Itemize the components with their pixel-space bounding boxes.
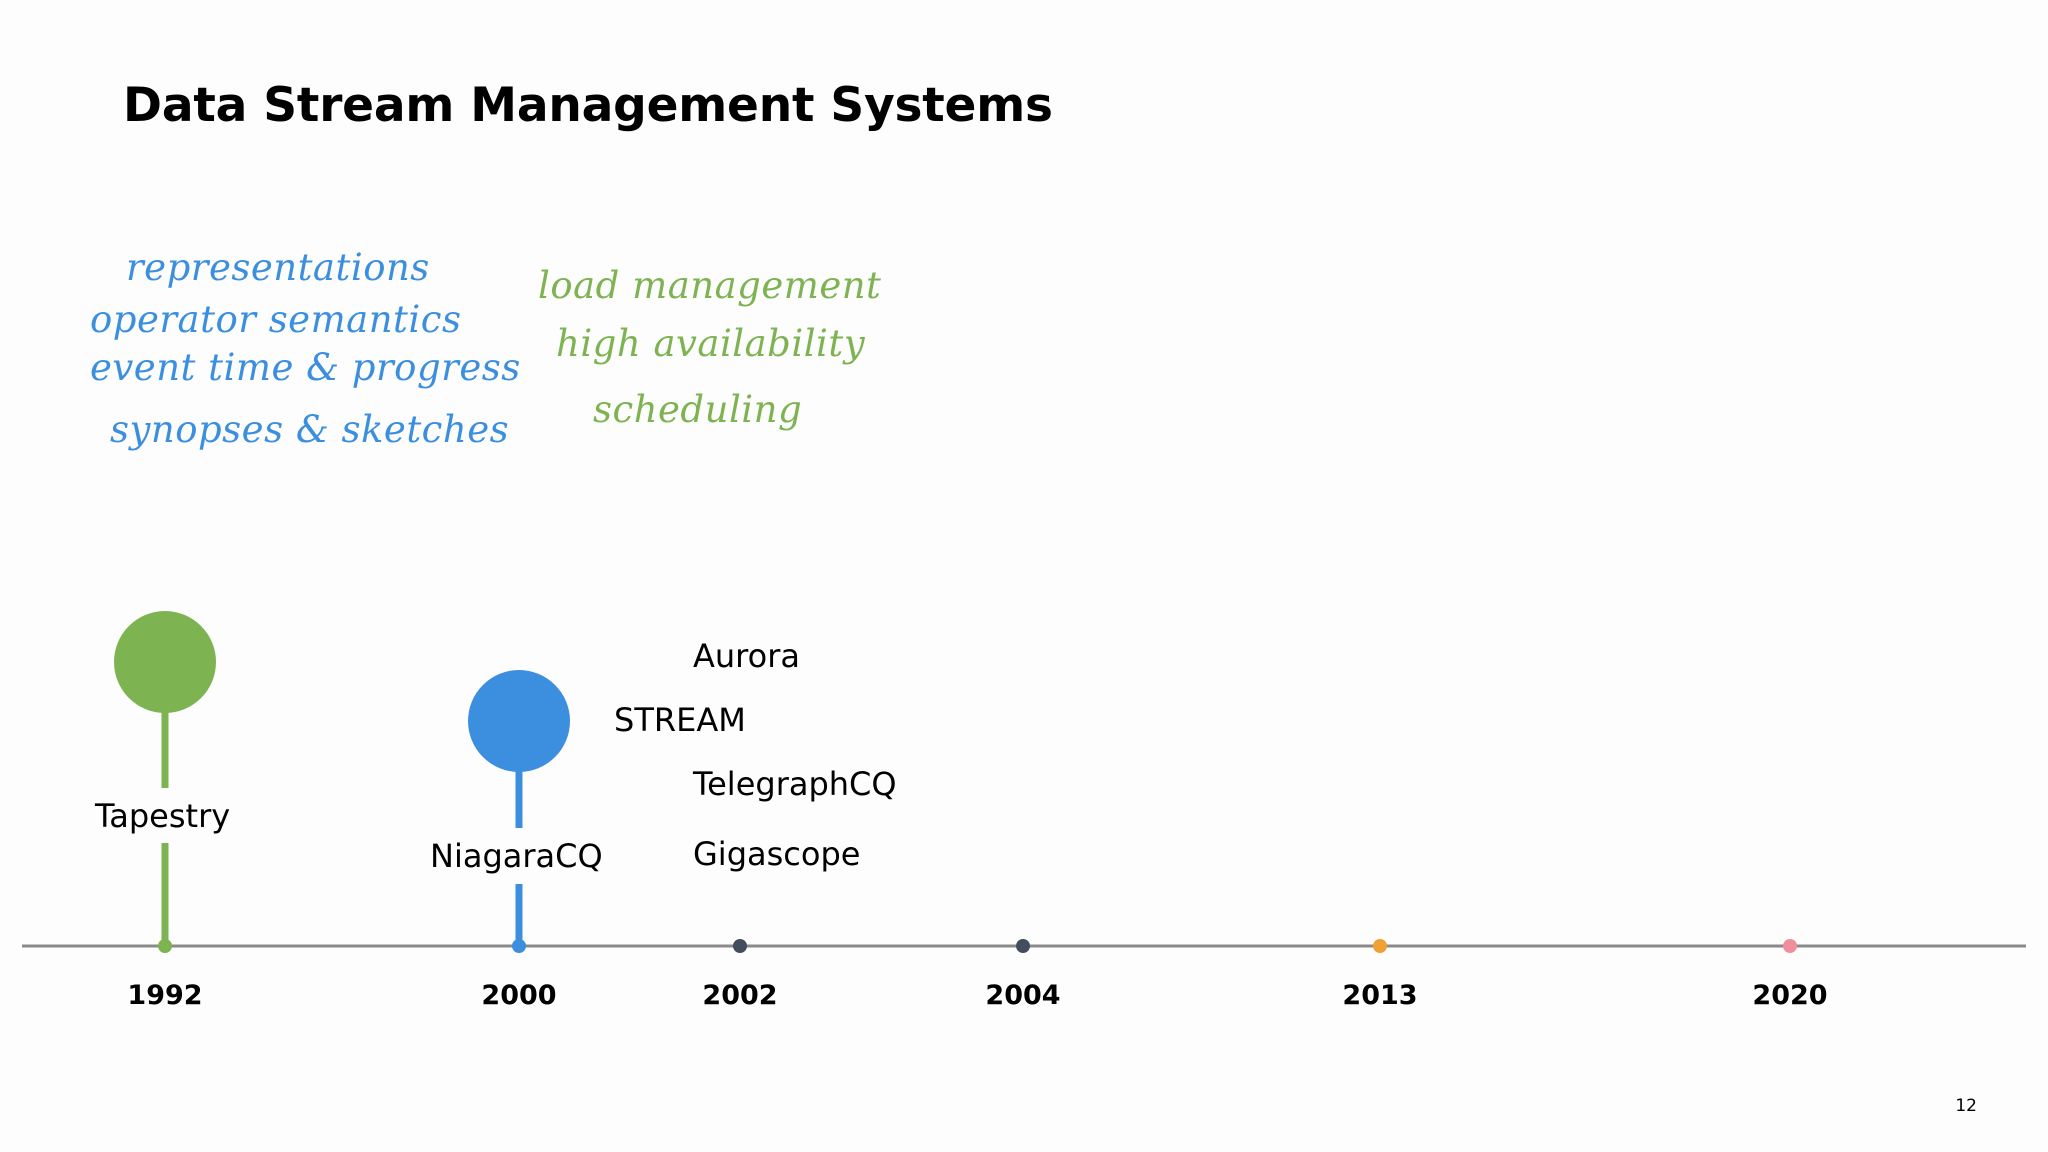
year-dot-1992: [158, 939, 172, 953]
system-label-stream: STREAM: [614, 701, 746, 739]
year-label-2004: 2004: [985, 980, 1061, 1011]
year-label-2002: 2002: [702, 980, 778, 1011]
note-synopses-sketches: synopses & sketches: [110, 408, 510, 451]
note-event-time-progress: event time & progress: [90, 346, 521, 389]
system-label-aurora: Aurora: [693, 637, 800, 675]
year-dot-2002: [733, 939, 747, 953]
year-label-2020: 2020: [1752, 980, 1828, 1011]
system-label-niagaracq: NiagaraCQ: [430, 837, 603, 875]
note-load-management: load management: [538, 264, 882, 307]
year-label-2013: 2013: [1342, 980, 1418, 1011]
year-label-1992: 1992: [127, 980, 203, 1011]
year-dot-2013: [1373, 939, 1387, 953]
system-label-tapestry: Tapestry: [95, 797, 231, 835]
page-number: 12: [1955, 1096, 1977, 1116]
slide-title: Data Stream Management Systems: [123, 78, 1053, 133]
note-operator-semantics: operator semantics: [90, 298, 462, 341]
pin-head-2000: [468, 670, 570, 772]
system-label-gigascope: Gigascope: [693, 835, 861, 873]
note-representations: representations: [126, 246, 430, 289]
pin-head-1992: [114, 611, 216, 713]
year-dot-2000: [512, 939, 526, 953]
year-dot-2004: [1016, 939, 1030, 953]
note-high-availability: high availability: [556, 322, 866, 365]
system-label-telegraphcq: TelegraphCQ: [693, 765, 897, 803]
year-dot-2020: [1783, 939, 1797, 953]
note-scheduling: scheduling: [593, 388, 803, 431]
year-label-2000: 2000: [481, 980, 557, 1011]
